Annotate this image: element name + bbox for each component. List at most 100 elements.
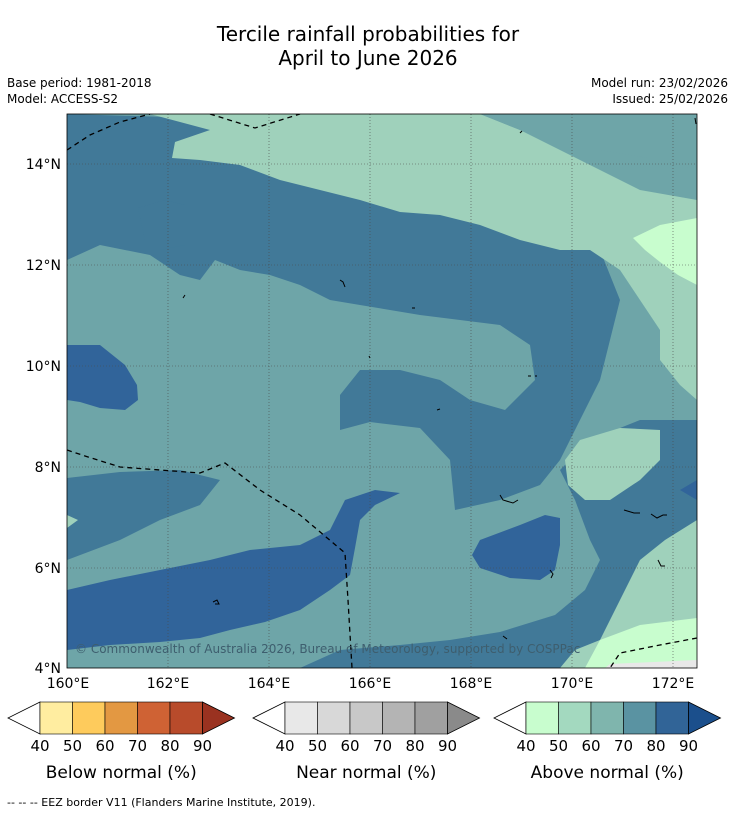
colorbar-tick-label: 90 [679,737,698,755]
field-above-50-westedge [67,515,78,528]
colorbar-legends: 40 50 60 70 80 90 Below normal (%) 40 50 60 70 80 90… [7,701,722,783]
colorbar-swatch [382,701,416,735]
colorbar-tick-label: 40 [30,737,49,755]
island [339,279,346,288]
y-tick-label: 8°N [35,460,61,476]
island [519,130,523,134]
x-axis-ticks: 160°E 162°E 164°E 166°E 168°E 170°E 172°… [47,676,695,692]
colorbar-swatch-high-extend [688,701,722,735]
colorbar-swatch-low-extend [493,701,527,735]
probability-fields [67,114,697,668]
field-above-80-south [67,490,400,650]
field-above-50-north [150,114,697,400]
island [650,513,667,519]
chart-title: Tercile rainfall probabilities for April… [0,22,736,70]
colorbar-swatch [349,701,383,735]
colorbar-swatch-low-extend [252,701,286,735]
title-line-1: Tercile rainfall probabilities for [216,22,520,46]
island [502,635,508,640]
field-above-40-southeast [585,618,697,668]
base-period: Base period: 1981-2018 [7,76,152,90]
y-tick-label: 6°N [35,561,61,577]
colorbar-swatch [655,701,689,735]
y-tick-label: 12°N [26,258,61,274]
colorbar-swatch [137,701,171,735]
field-above-80-east [472,515,560,580]
field-near-normal-corner [605,660,697,668]
colorbar-tick-label: 70 [373,737,392,755]
x-tick-label: 162°E [147,676,190,692]
colorbar-swatch [623,701,657,735]
eez-border-northwest [67,114,151,151]
field-above-50-east [565,428,660,500]
island [657,559,665,567]
colorbar-swatch-high-extend [202,701,236,735]
colorbar-swatch [525,701,559,735]
colorbar-tick-label: 70 [614,737,633,755]
colorbar-swatch-high-extend [447,701,481,735]
y-tick-label: 10°N [26,359,61,375]
colorbar-label: Above normal (%) [531,763,684,783]
colorbar-swatch [39,701,73,735]
colorbar-label: Near normal (%) [296,763,436,783]
colorbar-label: Below normal (%) [46,763,197,783]
colorbar-swatch-low-extend [7,701,41,735]
islands [182,117,697,640]
colorbar-tick-label: 40 [275,737,294,755]
issued-date: Issued: 25/02/2026 [612,92,728,106]
colorbar-swatch [414,701,448,735]
colorbar-swatch [590,701,624,735]
field-above-80-west [67,345,138,410]
meta-right: Model run: 23/02/2026 Issued: 25/02/2026 [591,75,728,107]
eez-border-southeast [609,637,697,668]
colorbar-swatch [72,701,106,735]
colorbar-tick-label: 80 [160,737,179,755]
island [368,355,371,359]
y-tick-label: 14°N [26,157,61,173]
colorbar-tick-label: 90 [438,737,457,755]
field-above-70-northwest [138,200,195,250]
colorbar-tick-label: 50 [549,737,568,755]
island [436,408,441,411]
field-above-80-eastedge [680,480,697,500]
x-tick-label: 170°E [551,676,594,692]
island [182,294,186,299]
title-line-2: April to June 2026 [278,46,458,70]
eez-border-north [209,114,301,129]
field-above-40-northeast [633,218,697,285]
eez-borders [67,114,697,668]
colorbar-tick-label: 70 [128,737,147,755]
x-tick-label: 172°E [652,676,695,692]
colorbar-below: 40 50 60 70 80 90 Below normal (%) [7,701,236,783]
x-tick-label: 164°E [248,676,291,692]
colorbar-tick-label: 60 [95,737,114,755]
copyright-notice: © Commonwealth of Australia 2026, Bureau… [75,642,580,656]
colorbar-tick-label: 60 [581,737,600,755]
eez-footnote: -- -- -- EEZ border V11 (Flanders Marine… [7,796,316,809]
colorbar-tick-label: 50 [63,737,82,755]
x-tick-label: 166°E [349,676,392,692]
map-frame [66,113,698,669]
colorbar-swatch [169,701,203,735]
meta-left: Base period: 1981-2018 Model: ACCESS-S2 [7,75,152,107]
field-above-70-northeast [480,114,697,170]
y-tick-label: 4°N [35,661,61,677]
colorbar-tick-label: 80 [646,737,665,755]
colorbar-tick-label: 40 [516,737,535,755]
eez-border-central [67,449,353,668]
colorbar-tick-label: 60 [340,737,359,755]
colorbar-tick-label: 80 [405,737,424,755]
colorbar-swatch [104,701,138,735]
colorbar-above: 40 50 60 70 80 90 Above normal (%) [493,701,722,783]
island [212,599,220,605]
island [694,117,697,125]
island [499,494,519,504]
x-tick-label: 160°E [47,676,90,692]
model-run: Model run: 23/02/2026 [590,76,728,90]
colorbar-swatch [558,701,592,735]
colorbar-swatch [284,701,318,735]
x-tick-label: 168°E [450,676,493,692]
colorbar-swatch [317,701,351,735]
